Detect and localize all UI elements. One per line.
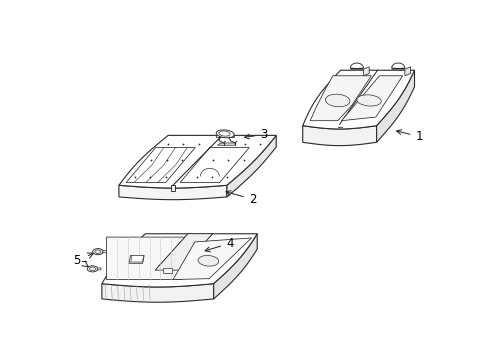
Polygon shape xyxy=(173,238,251,279)
Polygon shape xyxy=(155,234,212,270)
Ellipse shape xyxy=(356,95,381,106)
Polygon shape xyxy=(163,268,172,273)
Polygon shape xyxy=(216,135,233,136)
Ellipse shape xyxy=(219,131,230,136)
Polygon shape xyxy=(213,234,257,299)
Polygon shape xyxy=(341,76,402,121)
Polygon shape xyxy=(302,70,414,129)
Text: 1: 1 xyxy=(396,130,422,143)
Polygon shape xyxy=(97,268,101,270)
Text: 2: 2 xyxy=(225,191,256,206)
Polygon shape xyxy=(102,284,213,302)
Polygon shape xyxy=(226,135,276,197)
Text: 3: 3 xyxy=(244,128,267,141)
Polygon shape xyxy=(309,76,370,121)
Polygon shape xyxy=(102,234,257,287)
Polygon shape xyxy=(106,237,190,279)
Polygon shape xyxy=(129,256,144,263)
Polygon shape xyxy=(102,251,106,253)
Ellipse shape xyxy=(89,267,96,271)
Polygon shape xyxy=(170,185,175,192)
Polygon shape xyxy=(130,255,143,262)
Polygon shape xyxy=(119,135,276,188)
Ellipse shape xyxy=(325,94,349,107)
Text: 5: 5 xyxy=(73,254,81,267)
Ellipse shape xyxy=(216,130,234,138)
Polygon shape xyxy=(217,143,235,145)
Ellipse shape xyxy=(87,266,98,272)
Ellipse shape xyxy=(198,256,218,266)
Polygon shape xyxy=(302,126,376,145)
Polygon shape xyxy=(391,63,404,69)
Ellipse shape xyxy=(92,249,103,255)
Ellipse shape xyxy=(95,250,101,253)
Polygon shape xyxy=(404,67,410,76)
Polygon shape xyxy=(376,70,414,142)
Polygon shape xyxy=(119,185,226,200)
Text: 4: 4 xyxy=(204,237,233,252)
Polygon shape xyxy=(363,67,368,76)
Polygon shape xyxy=(349,63,363,69)
